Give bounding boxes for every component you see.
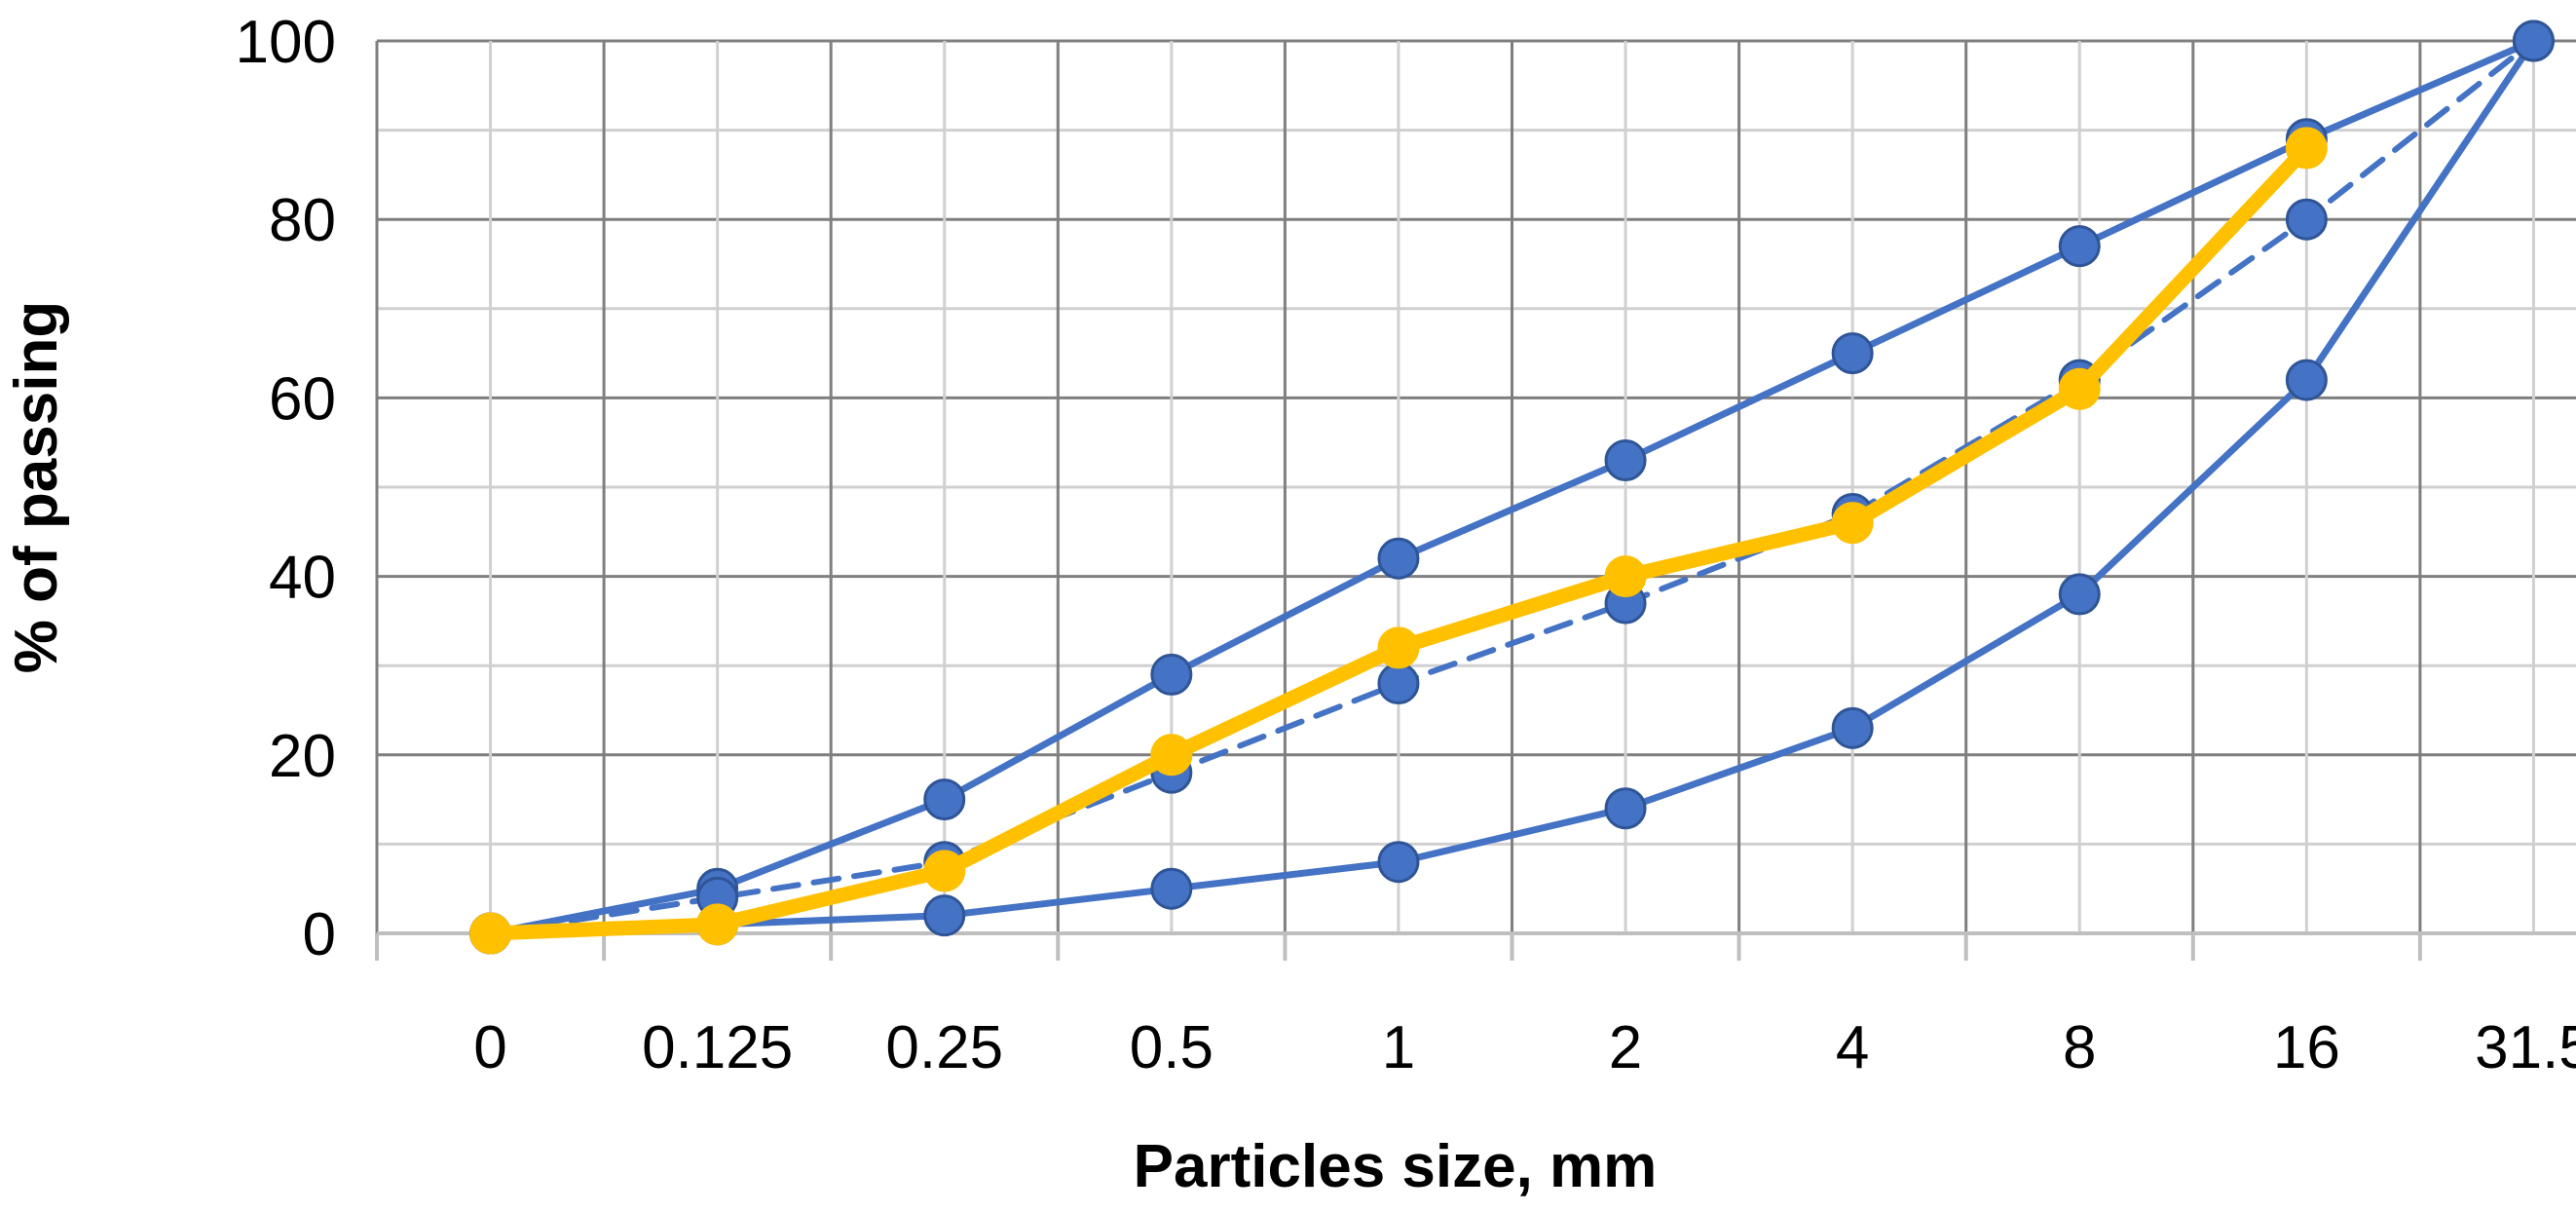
- x-tick-label: 2: [1609, 1014, 1642, 1081]
- data-point: [2058, 573, 2101, 616]
- data-point: [2285, 127, 2328, 170]
- data-point: [1604, 787, 1647, 830]
- y-tick-label: 0: [303, 901, 336, 968]
- data-point: [2512, 19, 2555, 62]
- y-axis-title: % of passing: [3, 301, 70, 673]
- x-tick-label: 31.5: [2475, 1014, 2576, 1081]
- x-tick-label: 0.5: [1130, 1014, 1213, 1081]
- data-point: [1377, 626, 1420, 669]
- data-point: [1831, 332, 1874, 375]
- x-tick-label: 16: [2273, 1014, 2340, 1081]
- series-designed-mixture: [469, 127, 2328, 955]
- y-tick-label: 40: [269, 545, 336, 612]
- series-line: [487, 37, 2537, 937]
- data-point: [2058, 367, 2101, 410]
- x-tick-label: 1: [1382, 1014, 1415, 1081]
- series-line: [487, 37, 2537, 937]
- data-point: [1150, 653, 1193, 696]
- data-point: [1377, 537, 1420, 580]
- data-point: [923, 894, 966, 937]
- data-point: [696, 903, 739, 946]
- data-point: [1831, 502, 1874, 545]
- x-tick-label: 8: [2063, 1014, 2096, 1081]
- data-point: [1150, 734, 1193, 776]
- data-point: [1150, 867, 1193, 910]
- y-tick-label: 80: [269, 187, 336, 254]
- x-tick-label: 0.125: [642, 1014, 793, 1081]
- x-tick-label: 0: [473, 1014, 506, 1081]
- x-tick-label: 4: [1836, 1014, 1869, 1081]
- y-tick-label: 100: [236, 9, 336, 76]
- data-point: [1377, 841, 1420, 884]
- data-point: [923, 850, 966, 892]
- series-line: [487, 38, 2537, 936]
- x-axis-title: Particles size, mm: [1134, 1133, 1658, 1200]
- data-point: [1377, 663, 1420, 705]
- data-point: [469, 912, 512, 955]
- grid: [375, 39, 2576, 935]
- y-tick-label: 60: [269, 365, 336, 433]
- data-point: [1831, 706, 1874, 749]
- data-point: [923, 778, 966, 821]
- data-point: [2285, 198, 2328, 241]
- y-tick-label: 20: [269, 723, 336, 790]
- labels: 0 20 40 60 80 100 0 0.125 0.25 0.5 1 2 4 8 16 31.5 Parti…: [3, 9, 2576, 1200]
- data-point: [2058, 225, 2101, 268]
- data-point: [1604, 555, 1647, 598]
- data-point: [1604, 439, 1647, 482]
- x-tick-label: 0.25: [885, 1014, 1003, 1081]
- series-layer: [469, 19, 2555, 955]
- axes: [375, 931, 2576, 961]
- data-point: [2285, 359, 2328, 401]
